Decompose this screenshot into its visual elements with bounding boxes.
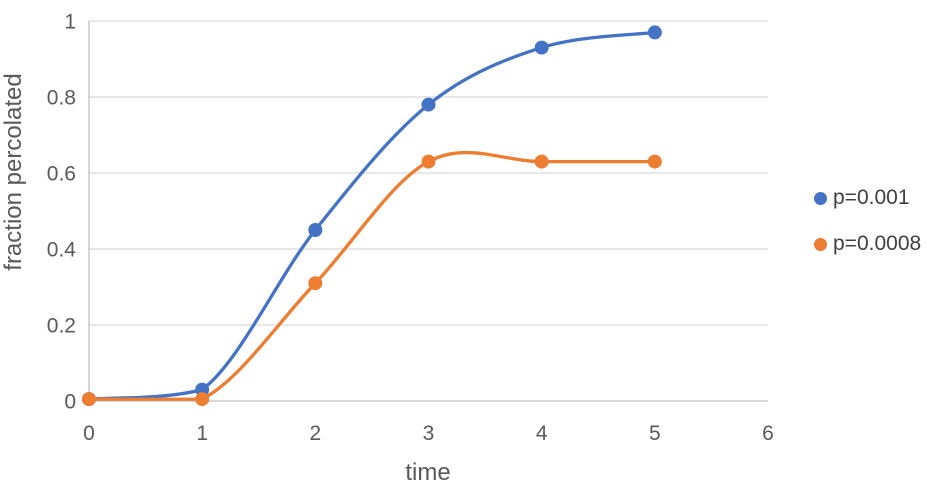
x-tick-label: 5 [649,422,661,445]
y-tick-label: 0.6 [47,163,76,186]
x-tick-label: 2 [309,422,321,445]
y-tick-label: 0.8 [47,87,76,110]
x-tick-label: 4 [536,422,548,445]
data-point-marker [534,40,549,55]
data-point-marker [421,97,436,112]
data-point-marker [308,223,323,237]
data-point-marker [647,154,662,169]
data-point-marker [647,25,662,40]
y-tick-label: 0.4 [47,239,77,262]
x-tick-label: 3 [423,422,435,445]
x-axis-title: time [405,459,451,486]
data-point-marker [421,154,436,169]
x-tick-label: 6 [762,422,774,445]
series-curve-1 [87,150,657,401]
x-tick-label: 0 [83,422,95,445]
legend-item-p00008[interactable]: p=0.0008 [814,232,921,256]
y-tick-label: 1 [64,11,76,34]
data-point-marker [534,154,549,169]
y-tick-label: 0.2 [47,315,76,338]
legend-label: p=0.0008 [833,232,922,255]
data-point-marker [195,392,210,407]
data-point-marker [82,392,96,407]
legend-marker-icon [814,237,827,251]
y-axis-title: fraction percolated [0,73,27,271]
legend-marker-icon [814,191,827,205]
data-point-marker [308,276,323,291]
x-tick-label: 1 [196,422,208,445]
legend-item-p0001[interactable]: p=0.001 [814,186,910,210]
y-tick-label: 0 [64,391,76,414]
legend-label: p=0.001 [833,186,910,209]
